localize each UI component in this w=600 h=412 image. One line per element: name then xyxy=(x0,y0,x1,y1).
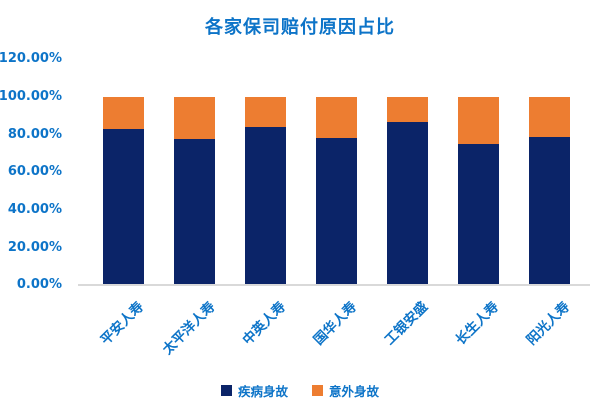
legend-label-accident: 意外身故 xyxy=(329,384,380,399)
y-tick-label: 100.00% xyxy=(0,89,62,105)
legend-swatch-accident-icon xyxy=(312,385,323,396)
chart-title: 各家保司赔付原因占比 xyxy=(205,17,395,38)
bar-4 xyxy=(315,96,357,285)
bar-3 xyxy=(244,96,286,285)
legend-item-accident: 意外身故 xyxy=(312,381,379,400)
y-tick-label: 60.00% xyxy=(7,164,62,180)
x-axis-label: 中英人寿 xyxy=(239,298,290,349)
bar-segment-accident xyxy=(386,96,428,123)
bar-5 xyxy=(386,96,428,285)
plot-area xyxy=(85,59,585,285)
x-axis-label: 工银安盛 xyxy=(381,298,432,349)
legend-item-disease: 疾病身故 xyxy=(220,381,288,400)
y-tick-label: 0.00% xyxy=(16,277,62,293)
legend-label-disease: 疾病身故 xyxy=(237,384,288,399)
y-tick-label: 20.00% xyxy=(7,239,62,255)
x-axis-label: 平安人寿 xyxy=(97,298,148,349)
bar-segment-disease xyxy=(244,126,286,285)
y-tick-label: 40.00% xyxy=(7,202,62,218)
bar-segment-accident xyxy=(102,96,144,129)
legend: 疾病身故 意外身故 xyxy=(0,381,600,400)
y-tick-label: 120.00% xyxy=(0,51,62,67)
bar-segment-accident xyxy=(173,96,215,140)
bar-segment-disease xyxy=(528,137,570,285)
bar-segment-disease xyxy=(386,122,428,285)
bar-segment-disease xyxy=(315,138,357,285)
bar-segment-accident xyxy=(528,96,570,138)
bar-segment-accident xyxy=(244,96,286,127)
x-axis-label: 太平洋人寿 xyxy=(159,298,219,358)
y-tick-label: 80.00% xyxy=(7,126,62,142)
bar-2 xyxy=(173,96,215,285)
bar-segment-accident xyxy=(315,96,357,139)
x-axis-label: 阳光人寿 xyxy=(523,298,574,349)
x-axis-line xyxy=(78,284,590,286)
x-axis-label: 长生人寿 xyxy=(452,298,503,349)
x-axis-label: 国华人寿 xyxy=(310,298,361,349)
bar-segment-accident xyxy=(457,96,499,144)
legend-swatch-disease-icon xyxy=(220,385,232,396)
bar-segment-disease xyxy=(102,128,144,285)
bar-segment-disease xyxy=(173,139,215,285)
bar-1 xyxy=(102,96,144,285)
bar-6 xyxy=(457,96,499,285)
y-axis: 120.00% 100.00% 80.00% 60.00% 40.00% 20.00% 0.… xyxy=(0,0,62,412)
bar-segment-disease xyxy=(457,143,499,285)
bar-7 xyxy=(528,96,570,285)
